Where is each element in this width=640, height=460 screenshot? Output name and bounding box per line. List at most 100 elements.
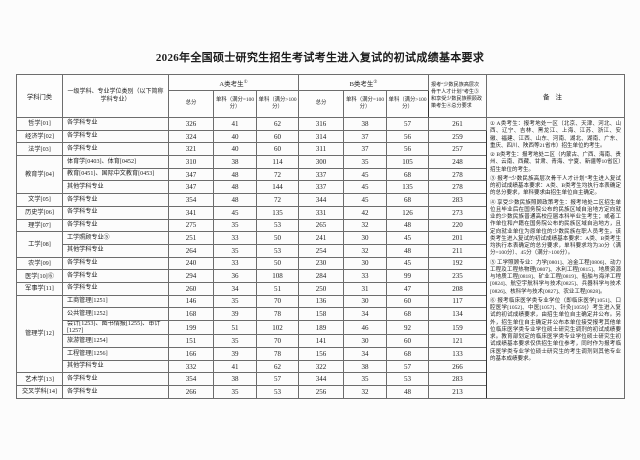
score-cell: 337 (298, 167, 344, 182)
score-cell: 33 (343, 269, 387, 283)
score-cell: 235 (428, 269, 488, 283)
score-cell: 256 (298, 385, 344, 399)
header-group-b-footnote: ② (373, 78, 378, 84)
category-cell: 理学[07] (16, 218, 63, 233)
score-cell: 311 (298, 142, 344, 157)
score-cell: 30 (343, 256, 387, 271)
specialty-cell: 各学科专业 (62, 269, 169, 283)
header-a-single-over-100: 单科（满分>100分） (256, 90, 299, 118)
score-cell: 283 (428, 193, 488, 207)
score-cell: 32 (343, 218, 387, 233)
score-cell: 251 (168, 231, 214, 245)
specialty-cell: 各学科专业 (62, 193, 169, 207)
score-cell: 41 (213, 359, 257, 374)
specialty-cell: 体育学[0403]、体育[0452] (62, 155, 169, 169)
score-cell: 354 (168, 193, 214, 207)
score-cell: 117 (428, 294, 488, 309)
score-cell: 146 (168, 294, 214, 309)
score-cell: 33 (213, 256, 257, 271)
score-cell: 144 (256, 180, 299, 195)
score-cell: 240 (168, 256, 214, 271)
score-cell: 159 (428, 319, 488, 336)
score-cell: 254 (298, 243, 344, 258)
table-row: 哲学[01] 各学科专业 326 41 62 316 38 57 261 ① A类考生：报考地处一… (16, 117, 626, 399)
score-cell: 39 (213, 347, 257, 361)
category-cell: 医学[10]⑥ (16, 269, 63, 283)
table-row: 经济学[02] 各学科专业 324 40 60 314 37 56 259 (16, 129, 625, 144)
score-cell: 220 (428, 218, 488, 233)
score-cell: 48 (385, 243, 430, 258)
specialty-cell: 各学科专业 (62, 281, 169, 296)
score-cell: 35 (213, 243, 257, 258)
score-cell: 248 (428, 155, 488, 169)
score-cell: 166 (168, 347, 214, 361)
table-row: 军事学[11] 各学科专业 260 34 51 250 31 47 208 (16, 281, 625, 296)
header-a-total: 总分 (168, 90, 214, 118)
score-cell: 40 (213, 142, 257, 157)
table-row: 公共管理[1252] 168 39 78 158 34 68 134 (17, 307, 625, 321)
score-cell: 48 (213, 193, 257, 207)
score-cell: 136 (298, 294, 344, 309)
score-cell: 33 (213, 231, 257, 245)
score-cell: 57 (256, 372, 299, 387)
remark-note: ④ 享受少数民族照顾政策考生：报考地处二区招生单位且毕业后在国务院公布的民族区域… (490, 199, 622, 257)
table-row: 教育[0451]、国际中文教育[0453] 347 48 72 337 45 68 278 (17, 167, 625, 182)
score-cell: 344 (298, 372, 344, 387)
specialty-cell: 工商管理[1251] (62, 294, 169, 309)
score-cell: 321 (168, 142, 214, 157)
table-row: 文学[05] 各学科专业 354 48 72 344 45 68 283 (16, 193, 625, 207)
score-cell: 99 (385, 269, 430, 283)
table-row: 农学[09] 各学科专业 240 33 50 230 30 45 192 (16, 256, 625, 271)
specialty-cell: 各学科专业 (62, 117, 169, 131)
score-cell: 337 (298, 180, 344, 195)
category-cell: 工学[08] (16, 231, 63, 258)
score-cell: 41 (213, 117, 257, 131)
score-cell: 48 (213, 167, 257, 182)
score-cell: 45 (385, 231, 430, 245)
header-group-a-footnote: ① (243, 78, 248, 84)
header-a-single-100: 单科（满分=100分） (213, 90, 257, 118)
category-cell: 经济学[02] (16, 129, 63, 144)
table-row: 交叉学科[14] 各学科专业 266 35 53 256 32 48 213 (16, 385, 625, 399)
score-cell: 189 (298, 319, 344, 336)
score-cell: 45 (343, 180, 387, 195)
category-cell: 艺术学[13] (16, 372, 63, 387)
score-cell: 250 (298, 281, 344, 296)
category-cell: 哲学[01] (16, 117, 63, 131)
score-cell: 35 (343, 372, 387, 387)
score-cell: 39 (213, 307, 257, 321)
header-specialty: 一级学科、专业学位类别（以下简称学科专业） (62, 74, 169, 118)
score-cell: 322 (298, 359, 344, 374)
header-b-single-100: 单科（满分=100分） (343, 90, 387, 118)
score-cell: 283 (428, 372, 488, 387)
score-cell: 331 (298, 205, 344, 220)
score-cell: 275 (168, 218, 214, 233)
score-cell: 326 (168, 117, 214, 131)
table-row: 理学[07] 各学科专业 275 35 53 265 32 48 220 (16, 218, 625, 233)
score-cell: 151 (168, 334, 214, 349)
score-cell: 168 (168, 307, 214, 321)
score-cell: 60 (385, 334, 430, 349)
specialty-cell: 工程管理[1256] (62, 347, 169, 361)
score-cell: 310 (168, 155, 214, 169)
category-cell: 法学[03] (16, 142, 63, 157)
table-row: 旅游管理[1254] 151 35 70 141 30 60 121 (17, 334, 625, 349)
score-cell: 57 (385, 117, 430, 131)
score-cell: 257 (428, 142, 488, 157)
score-cell: 354 (168, 372, 214, 387)
specialty-cell: 各学科专业 (62, 218, 169, 233)
specialty-cell: 各学科专业 (62, 142, 169, 157)
score-cell: 38 (343, 359, 387, 374)
table-row: 会计[1253]、图书情报[1255]、审计[1257] 199 51 102 189 4… (17, 319, 625, 336)
header-b-single-over-100: 单科（满分>100分） (385, 90, 430, 118)
score-cell: 68 (385, 167, 430, 182)
score-cell: 37 (343, 129, 387, 144)
score-cell: 266 (428, 359, 488, 374)
header-group-a-label: A类考生 (219, 80, 244, 88)
score-cell: 201 (428, 231, 488, 245)
score-cell: 135 (256, 205, 299, 220)
specialty-cell: 会计[1253]、图书情报[1255]、审计[1257] (62, 319, 169, 336)
score-cell: 230 (298, 256, 344, 271)
specialty-cell: 教育[0451]、国际中文教育[0453] (62, 167, 169, 182)
category-cell: 农学[09] (16, 256, 63, 271)
